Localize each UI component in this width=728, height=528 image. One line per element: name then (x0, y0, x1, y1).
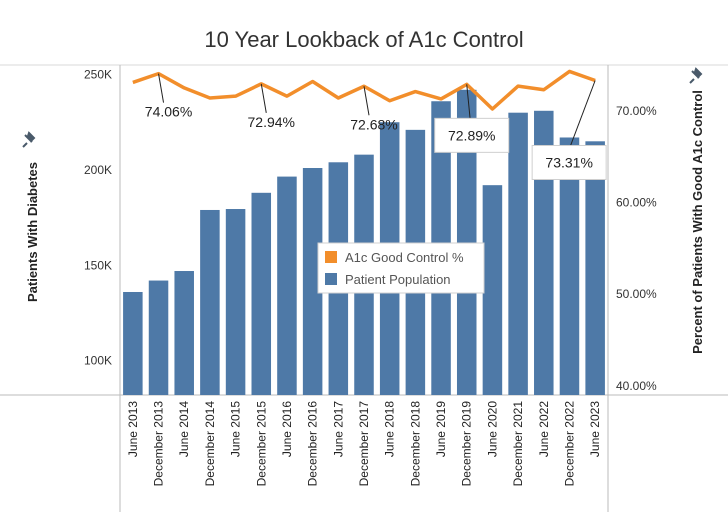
category-label-group: December 2021 (511, 401, 525, 487)
category-label-group: June 2019 (434, 401, 448, 457)
annotation-label: 72.94% (248, 114, 295, 130)
y-tick-label: 200K (84, 163, 112, 177)
category-label: December 2014 (203, 401, 217, 487)
category-label-group: June 2015 (229, 401, 243, 457)
bar (302, 168, 323, 395)
category-label-group: June 2022 (537, 401, 551, 457)
category-label: June 2015 (229, 401, 243, 457)
category-label: June 2022 (537, 401, 551, 457)
bar (585, 141, 605, 395)
legend: A1c Good Control % Patient Population (317, 242, 485, 294)
category-label: June 2020 (485, 401, 499, 457)
category-label-group: December 2015 (254, 401, 268, 487)
legend-box (317, 242, 485, 294)
category-label: December 2016 (306, 401, 320, 487)
annotations: 74.06% 72.94% 72.68% 72.89% 73.31% (145, 73, 607, 180)
legend-label: Patient Population (345, 272, 451, 287)
category-label-group: June 2020 (485, 401, 499, 457)
annotation-label: 73.31% (545, 154, 592, 170)
annotation-label: 74.06% (145, 104, 192, 120)
annotation-leader (363, 86, 370, 116)
right-pin-icon[interactable] (689, 67, 703, 84)
right-axis-title-group: Percent of Patients With Good A1c Contro… (690, 90, 705, 354)
category-label: December 2013 (152, 401, 166, 487)
bar (456, 89, 477, 395)
category-label: June 2013 (126, 401, 140, 457)
legend-swatch (325, 273, 337, 285)
bar (482, 185, 503, 395)
annotation-label: 72.89% (448, 127, 495, 143)
category-label-group: June 2017 (331, 401, 345, 457)
category-label-group: December 2019 (460, 401, 474, 487)
chart-title: 10 Year Lookback of A1c Control (204, 27, 523, 52)
annotation-box (531, 144, 607, 180)
bar (277, 176, 297, 395)
category-label: December 2017 (357, 401, 371, 487)
bar (225, 209, 246, 395)
category-label: June 2023 (588, 401, 602, 457)
category-label: December 2019 (460, 401, 474, 487)
category-label-group: June 2023 (588, 401, 602, 457)
annotation-leader (260, 83, 267, 113)
bar (148, 280, 169, 395)
left-axis-ticks: 100K 150K 200K 250K (84, 68, 112, 368)
bar-series (123, 89, 605, 396)
category-label: June 2016 (280, 401, 294, 457)
bar (559, 137, 580, 396)
category-labels: June 2013 December 2013 June 2014 December … (126, 401, 602, 487)
category-label-group: December 2014 (203, 401, 217, 487)
line-path (132, 69, 596, 111)
bar (174, 271, 194, 395)
category-label: December 2018 (408, 401, 422, 487)
line-series (132, 69, 596, 111)
category-label-group: December 2018 (408, 401, 422, 487)
category-label-group: June 2014 (177, 401, 191, 457)
category-label-group: December 2022 (562, 401, 576, 487)
legend-label: A1c Good Control % (345, 250, 464, 265)
bar (508, 112, 528, 395)
category-label: June 2014 (177, 401, 191, 457)
bar (123, 291, 143, 395)
category-label: June 2019 (434, 401, 448, 457)
y2-tick-label: 60.00% (616, 196, 657, 210)
bar (534, 110, 554, 396)
bar (251, 192, 272, 395)
left-axis-title: Patients With Diabetes (25, 162, 40, 302)
plot-frame (0, 64, 728, 512)
left-axis-title-group: Patients With Diabetes (25, 162, 40, 302)
y2-tick-label: 70.00% (616, 104, 657, 118)
category-label-group: June 2018 (383, 401, 397, 457)
left-pin-icon[interactable] (22, 131, 36, 148)
legend-swatch (325, 251, 337, 263)
category-label: December 2015 (254, 401, 268, 487)
category-label: June 2018 (383, 401, 397, 457)
bar (200, 209, 220, 395)
y2-tick-label: 50.00% (616, 287, 657, 301)
category-label: June 2017 (331, 401, 345, 457)
y-tick-label: 100K (84, 354, 112, 368)
y2-tick-label: 40.00% (616, 379, 657, 393)
category-label: December 2021 (511, 401, 525, 487)
annotation-label: 72.68% (350, 116, 397, 132)
right-axis-ticks: 40.00% 50.00% 60.00% 70.00% (616, 104, 657, 393)
y-tick-label: 150K (84, 258, 112, 272)
right-axis-title: Percent of Patients With Good A1c Contro… (690, 90, 705, 354)
category-label-group: June 2016 (280, 401, 294, 457)
annotation-box (434, 117, 510, 153)
category-label-group: December 2017 (357, 401, 371, 487)
annotation-leader (158, 73, 165, 103)
y-tick-label: 250K (84, 68, 112, 82)
category-label-group: December 2016 (306, 401, 320, 487)
category-label-group: December 2013 (152, 401, 166, 487)
category-label-group: June 2013 (126, 401, 140, 457)
category-label: December 2022 (562, 401, 576, 487)
